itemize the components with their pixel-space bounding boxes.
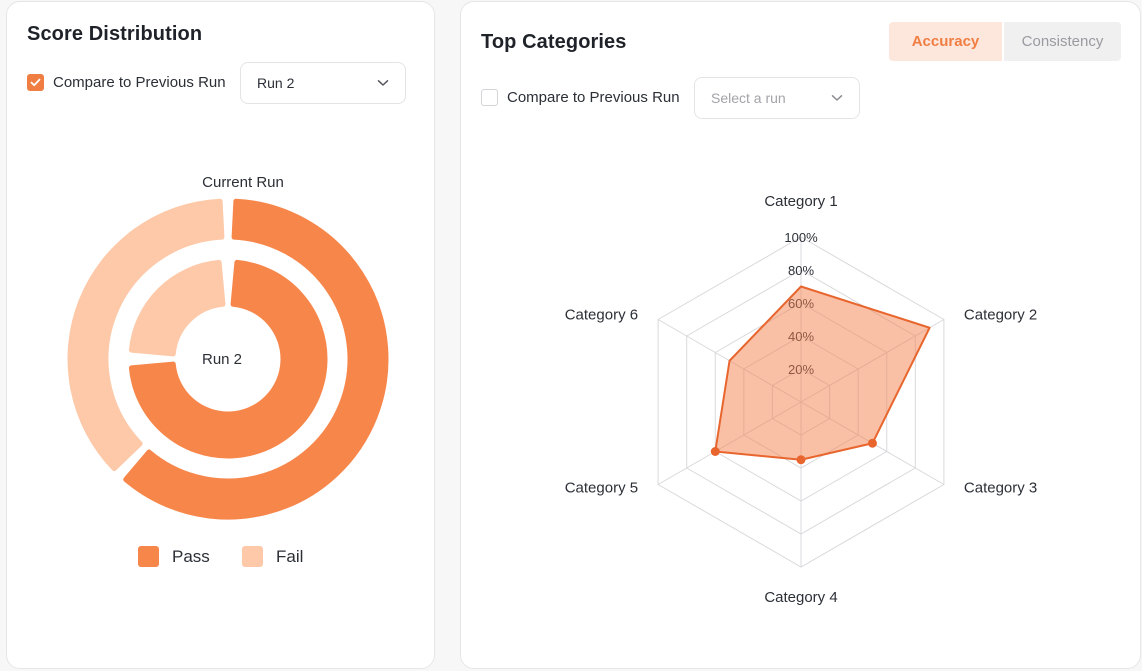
legend-swatch-fail	[242, 546, 263, 567]
score-donut-chart: Current Run Run 2	[67, 174, 389, 520]
metric-toggle: Accuracy Consistency	[889, 22, 1121, 61]
radar-category-label: Category 5	[565, 480, 638, 497]
radar-category-label: Category 4	[764, 589, 837, 606]
legend-pass: Pass	[138, 546, 210, 567]
legend-label-pass: Pass	[172, 546, 210, 566]
chevron-down-icon	[377, 80, 389, 86]
tab-consistency[interactable]: Consistency	[1004, 22, 1121, 61]
run-select[interactable]: Run 2	[240, 62, 406, 104]
compare-previous-run-toggle[interactable]: Compare to Previous Run	[27, 74, 226, 91]
top-categories-card: Top Categories Accuracy Consistency Comp…	[460, 1, 1141, 669]
radar-tick-label: 80%	[788, 263, 814, 278]
score-distribution-card: Score Distribution Compare to Previous R…	[6, 1, 435, 669]
donut-slice-0-fail	[67, 198, 225, 472]
compare-label: Compare to Previous Run	[53, 74, 226, 91]
radar-category-label: Category 3	[964, 480, 1037, 497]
radar-point	[796, 455, 806, 465]
run-select-value: Run 2	[257, 75, 295, 91]
legend-fail: Fail	[242, 546, 303, 567]
top-categories-title: Top Categories	[481, 31, 627, 53]
score-distribution-title: Score Distribution	[27, 23, 203, 45]
compare-checkbox-unchecked-icon[interactable]	[481, 89, 498, 106]
radar-category-label: Category 2	[964, 307, 1037, 324]
tab-accuracy[interactable]: Accuracy	[889, 22, 1002, 61]
radar-tick-label: 100%	[784, 230, 818, 245]
legend-swatch-pass	[138, 546, 159, 567]
compare-label-right: Compare to Previous Run	[507, 89, 680, 106]
radar-point	[867, 438, 877, 448]
radar-series-area	[714, 285, 931, 461]
run-select-right[interactable]: Select a run	[694, 77, 860, 119]
donut-slice-0-pass	[123, 198, 389, 520]
donut-slice-1-fail	[128, 259, 226, 357]
inner-ring-label: Run 2	[202, 351, 242, 368]
compare-previous-run-toggle-right[interactable]: Compare to Previous Run	[481, 89, 680, 106]
radar-category-label: Category 6	[565, 307, 638, 324]
radar-category-label: Category 1	[764, 193, 837, 210]
run-select-placeholder: Select a run	[711, 90, 786, 106]
radar-point	[710, 447, 720, 456]
chevron-down-icon	[831, 95, 843, 101]
donut-slice-1-pass	[128, 259, 328, 459]
legend-label-fail: Fail	[276, 546, 304, 566]
outer-ring-label: Current Run	[202, 174, 284, 191]
compare-checkbox-checked-icon[interactable]	[27, 74, 44, 91]
